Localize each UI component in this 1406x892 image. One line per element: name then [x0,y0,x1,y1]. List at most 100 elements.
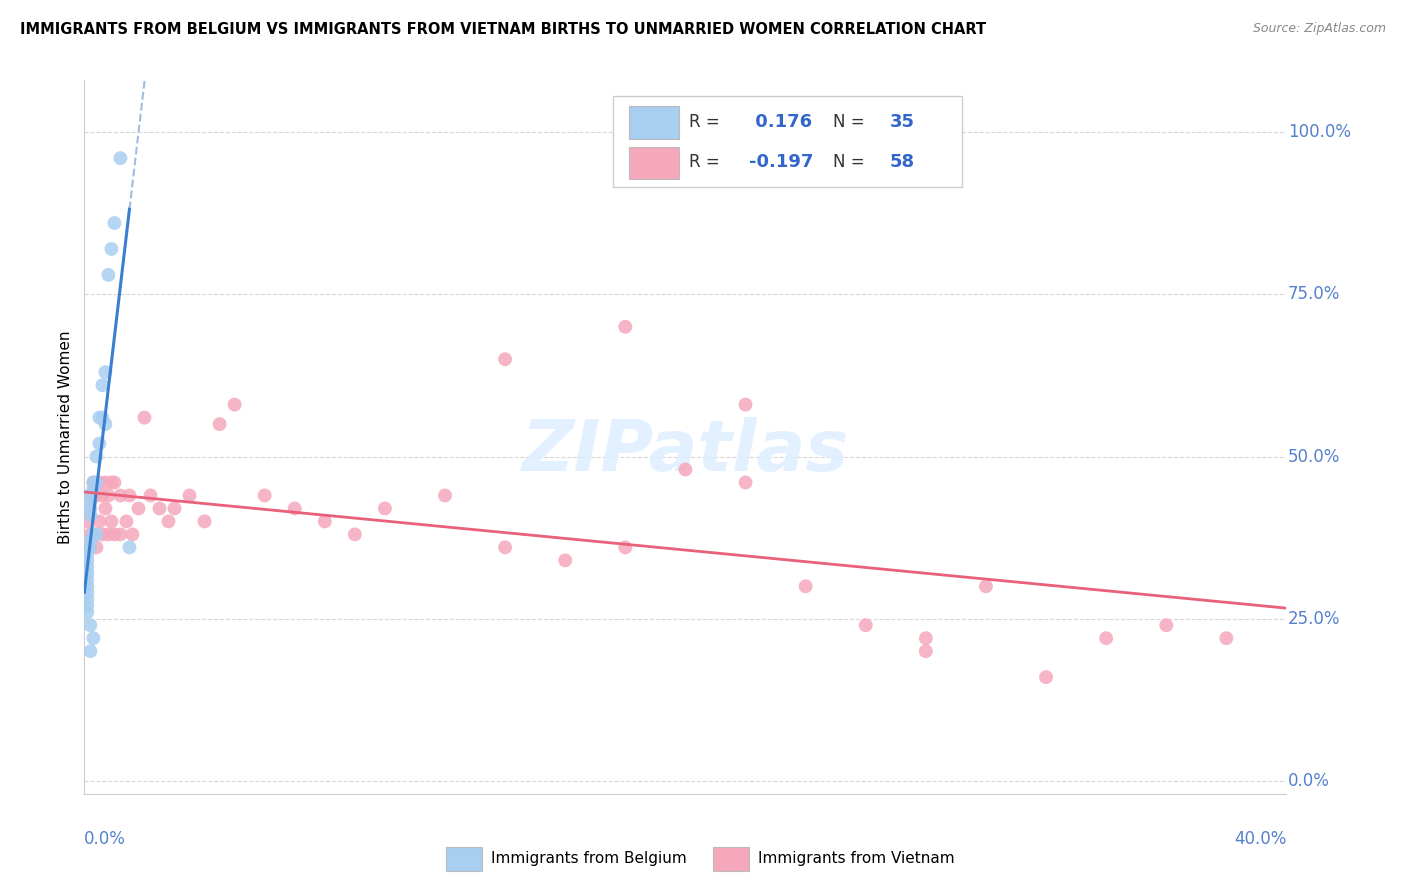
Text: R =: R = [689,112,720,130]
Point [224,398,246,412]
Point [118,488,141,502]
Point [76,559,98,574]
Point [110,488,132,502]
Point [79,488,101,502]
Point [82,527,104,541]
Point [91,410,114,425]
Point [121,527,143,541]
Point [100,475,122,490]
Point [89,475,111,490]
Text: N =: N = [834,112,865,130]
Point [76,605,98,619]
Point [79,495,101,509]
Point [103,527,125,541]
Point [127,501,149,516]
Point [208,417,231,431]
Point [139,488,162,502]
Point [76,586,98,600]
Point [974,579,997,593]
Text: 35: 35 [890,112,915,130]
Point [79,644,101,658]
Point [494,352,516,367]
Text: -0.197: -0.197 [749,153,814,171]
Point [794,579,817,593]
Point [76,599,98,613]
Point [614,541,637,555]
Point [915,631,938,645]
Point [79,541,101,555]
Point [97,268,120,282]
Point [100,515,122,529]
Point [343,527,366,541]
Point [76,541,98,555]
Text: 25.0%: 25.0% [1288,610,1340,628]
Point [284,501,307,516]
Y-axis label: Births to Unmarried Women: Births to Unmarried Women [58,330,73,544]
Text: 100.0%: 100.0% [1288,123,1351,141]
Point [86,488,108,502]
Point [915,644,938,658]
Text: 0.176: 0.176 [749,112,813,130]
Point [115,515,138,529]
Point [194,515,217,529]
Point [94,417,117,431]
Point [89,410,111,425]
Text: 50.0%: 50.0% [1288,448,1340,466]
Point [734,475,756,490]
Point [179,488,201,502]
Point [91,378,114,392]
Point [76,547,98,561]
Text: 58: 58 [890,153,915,171]
Point [1156,618,1178,632]
Point [103,475,125,490]
Text: N =: N = [834,153,865,171]
Point [1095,631,1118,645]
Point [79,533,101,548]
Point [76,553,98,567]
Point [1035,670,1057,684]
Point [94,365,117,379]
Point [94,501,117,516]
Text: Immigrants from Vietnam: Immigrants from Vietnam [758,851,955,865]
Text: R =: R = [689,153,720,171]
Point [91,488,114,502]
Text: Source: ZipAtlas.com: Source: ZipAtlas.com [1253,22,1386,36]
Point [82,527,104,541]
Point [614,319,637,334]
Point [82,475,104,490]
Point [100,242,122,256]
Point [110,151,132,165]
Point [374,501,396,516]
Point [855,618,877,632]
Point [76,515,98,529]
Point [554,553,576,567]
Point [118,541,141,555]
Point [94,475,117,490]
Text: 40.0%: 40.0% [1234,830,1286,847]
Point [494,541,516,555]
Point [79,618,101,632]
Point [97,527,120,541]
Point [76,579,98,593]
Point [76,566,98,581]
Point [110,527,132,541]
Point [434,488,457,502]
Point [79,527,101,541]
Point [89,436,111,450]
Text: 0.0%: 0.0% [84,830,127,847]
Text: 75.0%: 75.0% [1288,285,1340,303]
FancyBboxPatch shape [613,96,962,187]
Point [79,501,101,516]
Point [148,501,170,516]
Point [86,541,108,555]
Point [82,631,104,645]
Text: ZIPatlas: ZIPatlas [522,417,849,486]
Point [314,515,336,529]
Point [82,482,104,496]
Point [163,501,186,516]
Point [97,488,120,502]
Point [79,508,101,522]
Point [76,573,98,587]
Point [76,592,98,607]
Point [157,515,180,529]
